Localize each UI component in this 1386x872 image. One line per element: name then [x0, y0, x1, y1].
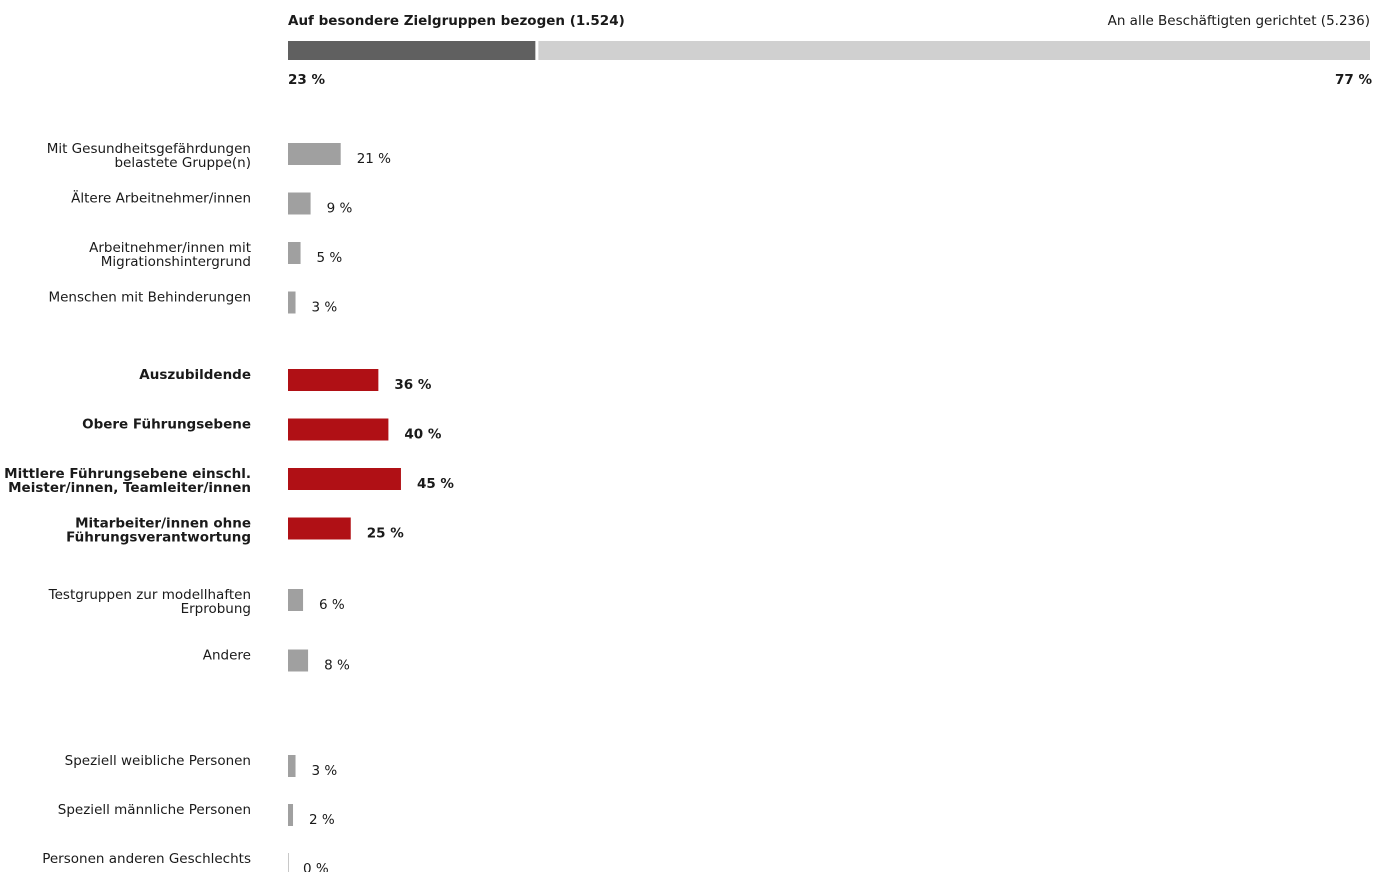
bar-mitarbeiter-innen-ohne-f-hrungsverantwortung — [288, 517, 351, 540]
bar-value-mitarbeiter-innen-ohne-f-hrungsverantwortung: 25 % — [367, 526, 404, 542]
bar-label-speziell-m-nnliche-personen: Speziell männliche Personen — [58, 802, 251, 818]
bar-label-mitarbeiter-innen-ohne-f-hrungsverantwortung-line2: Führungsverantwortung — [66, 530, 251, 546]
bar-personen-anderen-geschlechts — [288, 853, 289, 872]
bar-value-menschen-mit-behinderungen: 3 % — [312, 300, 338, 316]
bar-label-mittlere-f-hrungsebene-einschl-meister-innen-teamleiter-innen: Mittlere Führungsebene einschl. — [4, 466, 251, 482]
bar-label-arbeitnehmer-innen-mit-migrationshintergrund-line2: Migrationshintergrund — [101, 254, 251, 270]
summary-bar-all-employees — [538, 41, 1370, 60]
bar-value-ltere-arbeitnehmer-innen: 9 % — [327, 201, 353, 217]
summary-bar-targeted — [288, 41, 536, 60]
bar-label-mit-gesundheitsgef-hrdungen-belastete-gruppe-n-line2: belastete Gruppe(n) — [114, 155, 251, 171]
legend-targeted: Auf besondere Zielgruppen bezogen (1.524… — [288, 13, 625, 29]
bar-label-mittlere-f-hrungsebene-einschl-meister-innen-teamleiter-innen-line2: Meister/innen, Teamleiter/innen — [8, 480, 251, 496]
bar-menschen-mit-behinderungen — [288, 291, 296, 314]
bar-label-ltere-arbeitnehmer-innen: Ältere Arbeitnehmer/innen — [71, 189, 251, 207]
bar-label-personen-anderen-geschlechts: Personen anderen Geschlechts — [42, 851, 251, 867]
bar-value-andere: 8 % — [324, 658, 350, 674]
bar-testgruppen-zur-modellhaften-erprobung — [288, 589, 304, 611]
bar-auszubildende — [288, 369, 379, 391]
legend-all-employees: An alle Beschäftigten gerichtet (5.236) — [1108, 13, 1370, 29]
bar-value-speziell-m-nnliche-personen: 2 % — [309, 812, 335, 828]
bar-label-auszubildende: Auszubildende — [139, 367, 251, 383]
bar-mittlere-f-hrungsebene-einschl-meister-innen-teamleiter-innen — [288, 468, 401, 490]
summary-bar-chart: Auf besondere Zielgruppen bezogen (1.524… — [288, 13, 1372, 88]
bar-value-arbeitnehmer-innen-mit-migrationshintergrund: 5 % — [317, 250, 343, 266]
bar-label-mit-gesundheitsgef-hrdungen-belastete-gruppe-n: Mit Gesundheitsgefährdungen — [47, 141, 251, 157]
bar-value-speziell-weibliche-personen: 3 % — [312, 763, 338, 779]
bar-label-andere: Andere — [203, 648, 251, 664]
bar-value-obere-f-hrungsebene: 40 % — [404, 427, 441, 443]
bar-mit-gesundheitsgef-hrdungen-belastete-gruppe-n — [288, 143, 341, 165]
bar-label-obere-f-hrungsebene: Obere Führungsebene — [82, 417, 251, 433]
bar-label-testgruppen-zur-modellhaften-erprobung: Testgruppen zur modellhaften — [48, 587, 251, 603]
bar-value-testgruppen-zur-modellhaften-erprobung: 6 % — [319, 597, 345, 613]
bar-value-auszubildende: 36 % — [394, 377, 431, 393]
bar-speziell-weibliche-personen — [288, 755, 296, 777]
bar-obere-f-hrungsebene — [288, 418, 389, 441]
bar-ltere-arbeitnehmer-innen — [288, 192, 311, 215]
bar-label-mitarbeiter-innen-ohne-f-hrungsverantwortung: Mitarbeiter/innen ohne — [75, 516, 251, 532]
bar-speziell-m-nnliche-personen — [288, 804, 294, 826]
bar-label-arbeitnehmer-innen-mit-migrationshintergrund: Arbeitnehmer/innen mit — [89, 240, 251, 256]
bar-label-speziell-weibliche-personen: Speziell weibliche Personen — [65, 753, 251, 769]
bar-label-testgruppen-zur-modellhaften-erprobung-line2: Erprobung — [181, 601, 251, 617]
bar-value-personen-anderen-geschlechts: 0 % — [303, 861, 329, 872]
bar-label-menschen-mit-behinderungen: Menschen mit Behinderungen — [48, 290, 251, 306]
bar-value-mittlere-f-hrungsebene-einschl-meister-innen-teamleiter-innen: 45 % — [417, 476, 454, 492]
summary-value-all-employees: 77 % — [1335, 72, 1372, 88]
bar-value-mit-gesundheitsgef-hrdungen-belastete-gruppe-n: 21 % — [357, 151, 391, 167]
bar-andere — [288, 649, 309, 672]
bar-arbeitnehmer-innen-mit-migrationshintergrund — [288, 242, 301, 264]
summary-value-targeted: 23 % — [288, 72, 325, 88]
